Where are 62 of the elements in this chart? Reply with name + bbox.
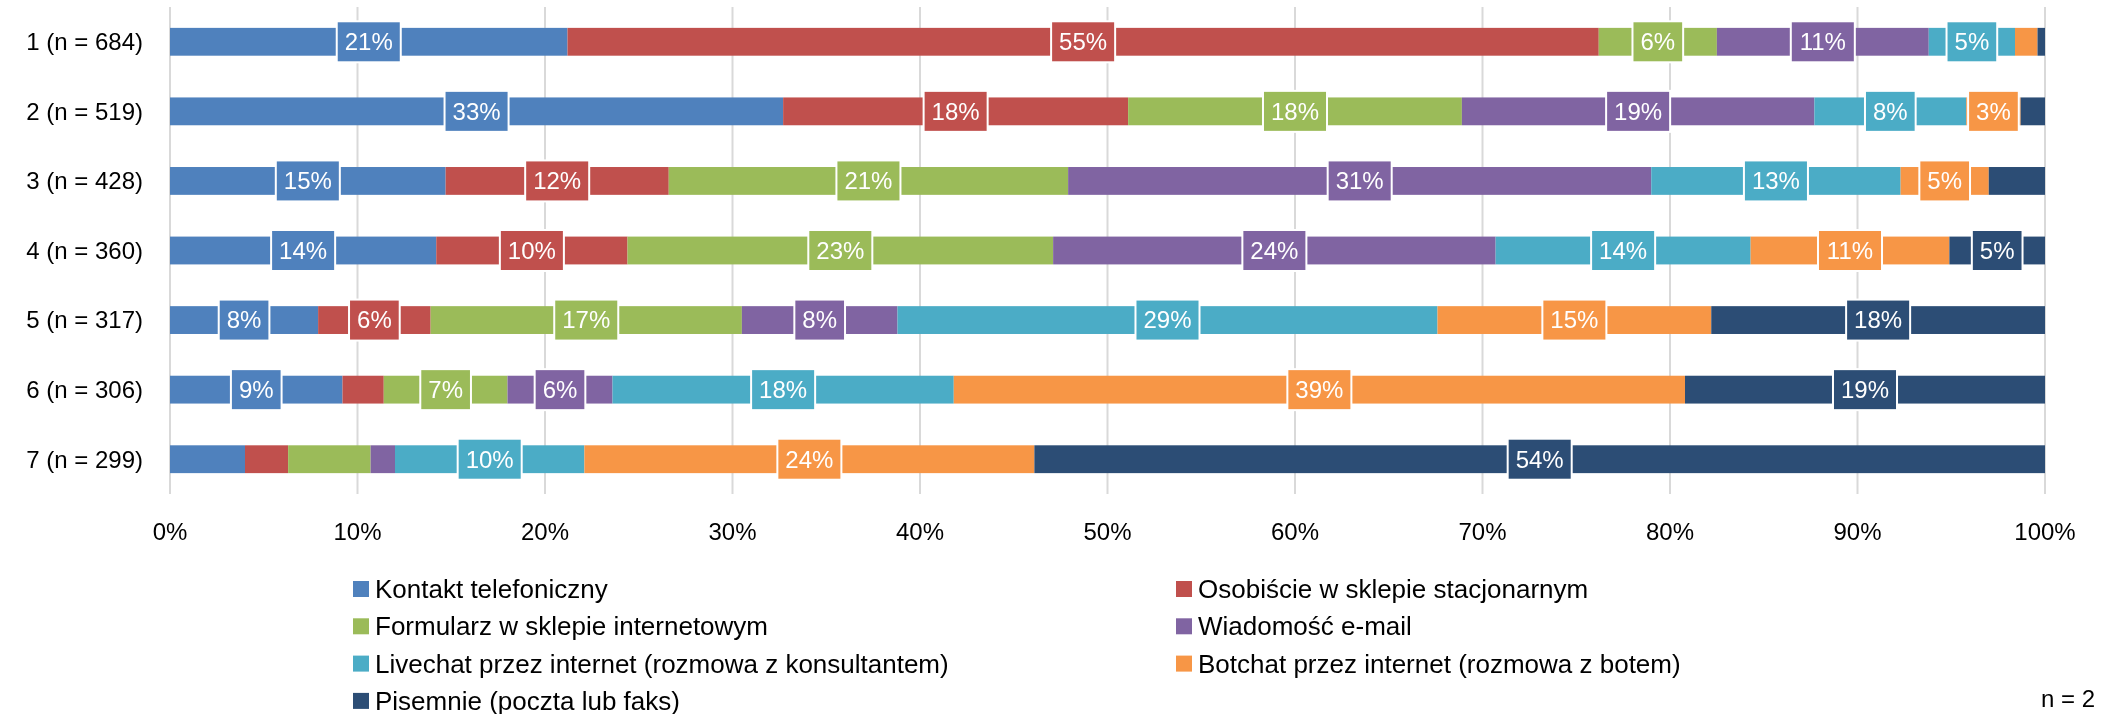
y-tick-label: 3 (n = 428): [26, 167, 143, 195]
x-tick-label: 100%: [2014, 518, 2076, 546]
data-label: 3%: [1976, 97, 2011, 125]
data-label: 39%: [1295, 376, 1344, 404]
data-label: 24%: [785, 445, 834, 473]
y-tick-label: 4 (n = 360): [26, 236, 143, 264]
x-tick-label: 40%: [895, 518, 945, 546]
data-label: 8%: [1872, 97, 1908, 125]
x-tick-label: 80%: [1645, 518, 1695, 546]
data-label: 11%: [1826, 236, 1874, 264]
data-label: 31%: [1335, 167, 1384, 195]
x-tick-label: 0%: [152, 518, 188, 546]
text: n = 2: [2040, 685, 2095, 713]
data-label: 12%: [533, 167, 582, 195]
x-tick-label: 10%: [333, 518, 382, 546]
data-label: 13%: [1751, 167, 1800, 195]
data-label: 24%: [1250, 236, 1299, 264]
legend-label: Formularz w sklepie internetowym: [375, 611, 769, 642]
legend-label: Kontakt telefoniczny: [375, 574, 608, 605]
data-label: 10%: [465, 445, 514, 473]
data-label: 8%: [802, 306, 838, 334]
data-label: 15%: [1550, 306, 1599, 334]
data-label: 6%: [357, 306, 392, 334]
data-label: 54%: [1515, 445, 1564, 473]
data-label: 19%: [1840, 376, 1890, 404]
data-label: 19%: [1614, 97, 1663, 125]
legend-label: Livechat przez internet (rozmowa z konsultantem): [375, 648, 949, 679]
y-tick-label: 1 (n = 684): [26, 28, 143, 56]
data-label: 17%: [562, 306, 611, 334]
x-tick-label: 70%: [1458, 518, 1507, 546]
x-tick-label: 20%: [520, 518, 570, 546]
data-label: 21%: [344, 28, 393, 56]
data-label: 8%: [226, 306, 262, 334]
x-tick-label: 90%: [1833, 518, 1882, 546]
data-label: 23%: [816, 236, 865, 264]
y-tick-label: 7 (n = 299): [26, 445, 143, 473]
y-tick-label: 6 (n = 306): [26, 376, 143, 404]
data-label: 6%: [542, 376, 578, 404]
legend-label: Osobiście w sklepie stacjonarnym: [1198, 574, 1589, 605]
data-label: 15%: [283, 167, 332, 195]
data-label: 33%: [452, 97, 501, 125]
y-tick-label: 2 (n = 519): [26, 97, 143, 125]
data-label: 18%: [1270, 97, 1320, 125]
y-tick-label: 5 (n = 317): [26, 306, 143, 334]
data-label: 18%: [931, 97, 980, 125]
x-tick-label: 30%: [708, 518, 757, 546]
data-label: 29%: [1143, 306, 1192, 334]
data-label: 10%: [507, 236, 556, 264]
data-label: 9%: [238, 376, 274, 404]
data-label: 18%: [759, 376, 808, 404]
data-label: 6%: [1640, 28, 1676, 56]
legend-label: Botchat przez internet (rozmowa z botem): [1198, 648, 1681, 679]
data-label: 21%: [844, 167, 893, 195]
data-label: 7%: [428, 376, 463, 404]
data-label: 11%: [1799, 28, 1846, 56]
x-tick-label: 60%: [1270, 518, 1320, 546]
x-tick-label: 50%: [1083, 518, 1132, 546]
data-label: 14%: [1599, 236, 1648, 264]
data-label: 14%: [279, 236, 328, 264]
data-label: 55%: [1059, 28, 1108, 56]
legend-label: Wiadomość e-mail: [1198, 611, 1412, 642]
data-label: 18%: [1854, 306, 1903, 334]
